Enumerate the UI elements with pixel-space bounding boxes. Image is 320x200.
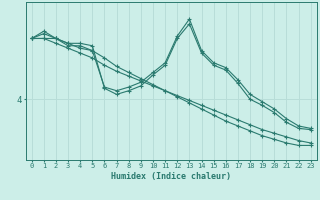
X-axis label: Humidex (Indice chaleur): Humidex (Indice chaleur) (111, 172, 231, 181)
